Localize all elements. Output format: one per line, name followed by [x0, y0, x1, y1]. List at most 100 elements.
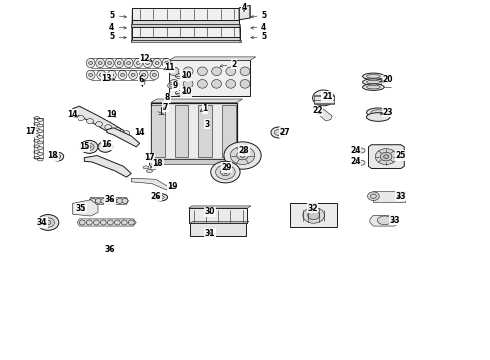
Text: 15: 15: [79, 142, 90, 151]
Text: 9: 9: [173, 81, 178, 90]
Text: 36: 36: [105, 245, 116, 253]
Ellipse shape: [111, 198, 117, 203]
Ellipse shape: [183, 80, 193, 88]
Ellipse shape: [117, 198, 122, 203]
Bar: [290, 203, 337, 227]
Ellipse shape: [129, 70, 138, 80]
Ellipse shape: [149, 160, 159, 167]
Ellipse shape: [96, 122, 102, 127]
Ellipse shape: [371, 110, 386, 115]
Text: 6: 6: [139, 76, 144, 85]
Ellipse shape: [118, 70, 127, 80]
Polygon shape: [370, 215, 398, 226]
Ellipse shape: [226, 80, 236, 88]
Ellipse shape: [169, 80, 179, 88]
Ellipse shape: [80, 140, 98, 153]
Polygon shape: [190, 221, 249, 223]
Text: 12: 12: [139, 54, 150, 63]
Ellipse shape: [86, 58, 95, 68]
Polygon shape: [77, 219, 136, 226]
Ellipse shape: [367, 80, 380, 84]
Text: 8: 8: [165, 94, 170, 102]
Text: 5: 5: [109, 32, 114, 41]
Text: 14: 14: [67, 110, 78, 119]
Ellipse shape: [142, 73, 146, 76]
Bar: [174, 105, 188, 157]
Bar: [198, 105, 212, 157]
Ellipse shape: [34, 150, 40, 153]
Bar: [151, 105, 165, 157]
Ellipse shape: [315, 108, 322, 114]
Ellipse shape: [367, 85, 380, 89]
Ellipse shape: [37, 130, 43, 132]
Ellipse shape: [90, 198, 96, 203]
Ellipse shape: [161, 100, 169, 103]
Ellipse shape: [139, 70, 148, 80]
Text: 30: 30: [204, 207, 215, 216]
Text: 35: 35: [75, 203, 86, 212]
Polygon shape: [132, 27, 240, 37]
Text: 19: 19: [106, 110, 117, 119]
Ellipse shape: [121, 73, 124, 76]
Text: 17: 17: [144, 153, 155, 162]
Ellipse shape: [89, 73, 93, 76]
Ellipse shape: [168, 83, 175, 89]
Ellipse shape: [106, 198, 112, 203]
Bar: [151, 103, 237, 159]
Ellipse shape: [363, 79, 384, 85]
Text: 34: 34: [36, 218, 47, 227]
Ellipse shape: [110, 73, 114, 76]
Ellipse shape: [367, 113, 390, 121]
Text: 13: 13: [101, 74, 112, 83]
Ellipse shape: [55, 154, 61, 159]
Ellipse shape: [220, 168, 230, 176]
Ellipse shape: [358, 160, 365, 165]
Text: 16: 16: [101, 140, 112, 149]
Ellipse shape: [384, 155, 389, 158]
Polygon shape: [151, 99, 243, 103]
Text: 24: 24: [350, 157, 361, 166]
Ellipse shape: [377, 216, 392, 225]
Bar: [373, 191, 405, 202]
Ellipse shape: [124, 58, 133, 68]
Ellipse shape: [52, 152, 64, 161]
Ellipse shape: [134, 58, 143, 68]
Ellipse shape: [96, 198, 101, 203]
Polygon shape: [131, 40, 241, 42]
Bar: [222, 105, 236, 157]
Ellipse shape: [147, 170, 152, 172]
Text: 21: 21: [322, 92, 333, 101]
Ellipse shape: [86, 220, 92, 225]
Ellipse shape: [37, 215, 59, 230]
Ellipse shape: [98, 62, 102, 64]
Ellipse shape: [152, 73, 156, 76]
Ellipse shape: [34, 145, 40, 148]
Ellipse shape: [155, 62, 159, 64]
Ellipse shape: [162, 58, 171, 68]
Text: 23: 23: [383, 108, 393, 117]
Polygon shape: [132, 37, 240, 40]
Ellipse shape: [79, 220, 85, 225]
Ellipse shape: [105, 58, 114, 68]
Text: 3: 3: [204, 120, 209, 129]
Ellipse shape: [274, 130, 282, 135]
Ellipse shape: [271, 127, 286, 138]
Text: 32: 32: [307, 203, 318, 212]
Ellipse shape: [197, 80, 207, 88]
Ellipse shape: [96, 58, 104, 68]
Ellipse shape: [368, 192, 379, 201]
Ellipse shape: [34, 128, 40, 131]
Ellipse shape: [122, 198, 128, 203]
Ellipse shape: [363, 73, 384, 80]
Ellipse shape: [131, 73, 135, 76]
Ellipse shape: [37, 118, 43, 121]
Text: 4: 4: [242, 3, 246, 12]
Text: 5: 5: [261, 10, 266, 19]
Ellipse shape: [308, 211, 319, 220]
Text: 1: 1: [202, 104, 207, 113]
Text: 29: 29: [221, 163, 232, 172]
Text: 27: 27: [280, 128, 291, 137]
Ellipse shape: [101, 198, 107, 203]
Ellipse shape: [367, 75, 380, 78]
Ellipse shape: [150, 167, 156, 170]
